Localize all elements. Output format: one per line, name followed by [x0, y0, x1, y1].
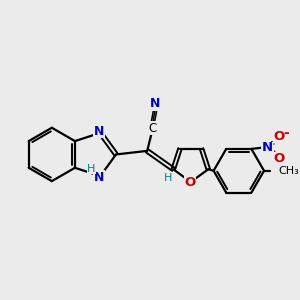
Text: O: O — [274, 130, 285, 143]
Text: +: + — [269, 137, 278, 147]
Text: N: N — [262, 141, 273, 154]
Text: N: N — [150, 97, 161, 110]
Text: H: H — [164, 173, 172, 183]
Text: H: H — [87, 164, 96, 174]
Text: O: O — [273, 152, 284, 165]
Text: N: N — [94, 125, 104, 138]
Text: N: N — [94, 171, 104, 184]
Text: O: O — [184, 176, 196, 189]
Text: CH₃: CH₃ — [278, 166, 299, 176]
Text: C: C — [148, 122, 157, 134]
Text: -: - — [283, 126, 289, 140]
